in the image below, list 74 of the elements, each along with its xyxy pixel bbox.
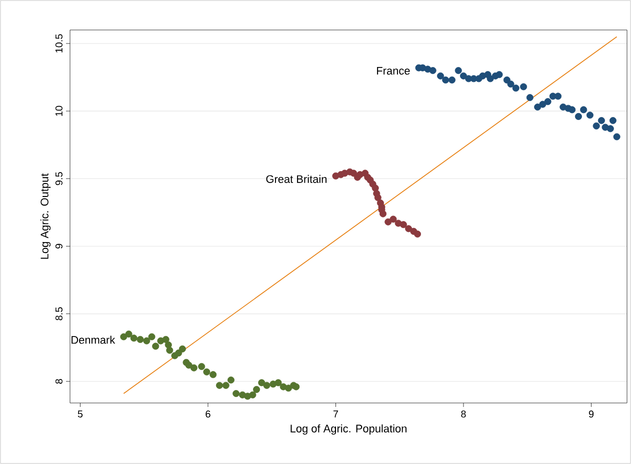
point xyxy=(166,346,174,354)
point xyxy=(249,391,256,398)
point xyxy=(539,100,546,108)
point xyxy=(222,382,230,389)
point xyxy=(263,382,270,389)
point xyxy=(210,371,217,378)
point xyxy=(554,92,562,100)
series-label: Great Britain xyxy=(266,174,326,183)
point xyxy=(143,337,150,344)
y-tick-label: 8 xyxy=(55,379,62,384)
point xyxy=(292,383,300,390)
x-tick-label: 6 xyxy=(206,410,210,418)
point xyxy=(380,210,386,218)
y-tick-label: 8.5 xyxy=(55,307,62,320)
point xyxy=(227,376,234,384)
point xyxy=(400,221,407,228)
y-tick-label: 9.5 xyxy=(55,172,62,186)
point xyxy=(586,112,594,119)
point xyxy=(496,71,503,78)
point xyxy=(613,133,620,140)
point xyxy=(429,67,436,74)
point xyxy=(598,117,605,124)
point xyxy=(390,216,397,223)
y-tick-label: 9 xyxy=(55,244,62,249)
point xyxy=(507,80,514,88)
series-label: France xyxy=(377,67,410,75)
point xyxy=(609,117,616,124)
x-tick-label: 8 xyxy=(461,410,466,418)
point xyxy=(436,72,444,80)
point xyxy=(512,84,520,92)
x-axis-title: Log of Agric. Population xyxy=(290,424,406,435)
y-axis-title: Log Agric. Output xyxy=(40,173,51,259)
point xyxy=(164,341,172,348)
point xyxy=(216,382,223,389)
point xyxy=(592,122,600,130)
point xyxy=(148,333,156,340)
point xyxy=(253,386,260,393)
point xyxy=(534,104,542,111)
point xyxy=(274,379,282,386)
point xyxy=(544,98,552,106)
point xyxy=(384,218,392,226)
point xyxy=(442,76,450,84)
x-tick-label: 9 xyxy=(588,410,594,418)
y-tick-label: 10 xyxy=(55,106,62,116)
point xyxy=(178,345,186,352)
point xyxy=(203,368,210,376)
point xyxy=(350,170,358,177)
point xyxy=(258,379,266,386)
point xyxy=(125,330,132,338)
x-tick-label: 7 xyxy=(333,410,338,418)
series-label: Denmark xyxy=(72,336,116,344)
point xyxy=(574,112,582,120)
point xyxy=(152,342,160,350)
point xyxy=(190,364,198,372)
point xyxy=(520,83,528,90)
point xyxy=(606,125,614,132)
point xyxy=(120,333,128,340)
point xyxy=(454,67,462,74)
point xyxy=(526,94,534,102)
point xyxy=(198,362,206,370)
point xyxy=(405,225,412,232)
point xyxy=(414,230,421,238)
point xyxy=(185,362,192,369)
point xyxy=(130,334,138,342)
point xyxy=(374,194,382,202)
point xyxy=(486,75,494,82)
point xyxy=(568,106,576,114)
x-tick-label: 5 xyxy=(78,410,83,418)
point xyxy=(232,390,240,398)
point xyxy=(448,76,456,84)
point xyxy=(580,106,588,114)
point xyxy=(162,336,170,343)
point xyxy=(136,336,144,343)
y-tick-label: 10.5 xyxy=(55,34,62,52)
